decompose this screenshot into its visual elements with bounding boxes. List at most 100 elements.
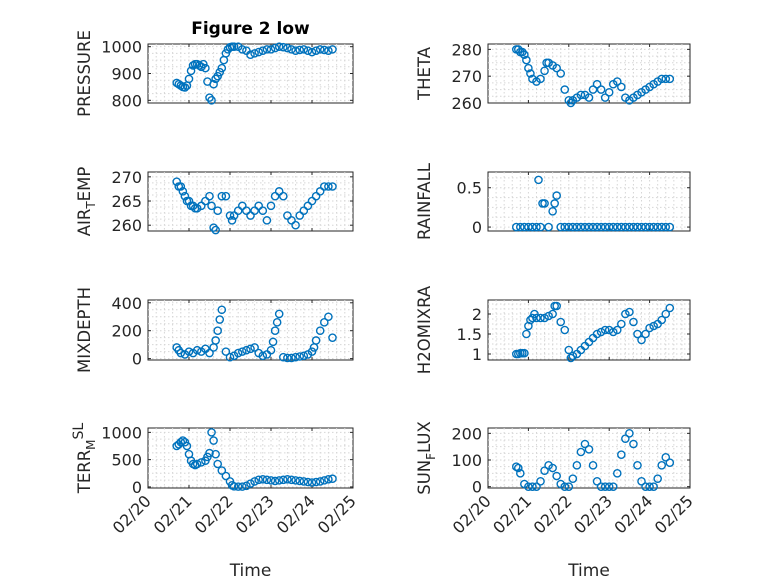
data-point <box>225 352 235 362</box>
data-point <box>215 315 225 324</box>
data-point <box>612 325 622 335</box>
data-point <box>258 474 268 484</box>
data-point <box>645 482 654 491</box>
data-point <box>608 222 618 232</box>
data-point <box>625 429 634 438</box>
axes-box <box>487 43 691 104</box>
data-point <box>556 69 566 78</box>
data-point <box>324 182 333 191</box>
x-tick-label: 02/22 <box>530 491 576 537</box>
y-tick-label: 270 <box>111 168 142 187</box>
data-point <box>536 222 545 232</box>
x-tick-label: 02/20 <box>109 491 155 537</box>
data-point <box>516 469 525 478</box>
y-tick-label: 100 <box>451 451 482 470</box>
data-point <box>178 187 188 196</box>
data-point <box>540 466 549 475</box>
data-point <box>629 317 638 327</box>
data-point <box>315 477 325 486</box>
data-point <box>311 477 321 487</box>
data-point <box>653 474 662 483</box>
data-point <box>192 345 202 355</box>
data-point <box>657 74 667 84</box>
data-point <box>661 74 671 84</box>
y-axis-label: THETA <box>415 46 434 101</box>
data-point <box>182 441 192 451</box>
y-tick-label: 1000 <box>101 423 142 442</box>
data-point <box>209 223 218 232</box>
data-point <box>568 351 578 361</box>
subplot-pressure: 800 900 1000 PRESSURE Figure 2 low <box>75 19 354 117</box>
data-point <box>520 348 529 358</box>
data-point <box>572 222 582 232</box>
data-point <box>524 63 533 73</box>
data-point <box>568 474 578 483</box>
data-point <box>213 71 222 81</box>
subplot-h2omixra: 11.52 H2OMIXRA <box>415 285 691 374</box>
data-point <box>621 222 630 232</box>
data-point <box>295 476 305 486</box>
data-point <box>524 482 533 491</box>
data-point <box>196 458 206 467</box>
data-point <box>229 42 239 51</box>
data-point <box>262 45 272 54</box>
data-point <box>258 206 268 215</box>
data-point <box>511 222 521 232</box>
data-point <box>246 50 255 60</box>
data-point <box>621 309 630 319</box>
x-axis-label: Time <box>567 561 610 581</box>
data-point <box>552 471 561 481</box>
data-point <box>324 46 333 56</box>
data-point <box>233 348 243 358</box>
y-axis-label: MIXDEPTH <box>75 287 94 373</box>
y-tick-label: 0 <box>132 350 142 369</box>
data-point <box>596 222 606 232</box>
data-point <box>637 477 646 486</box>
x-tick-label: 02/25 <box>651 491 697 537</box>
data-point <box>278 191 288 201</box>
data-point <box>633 461 642 470</box>
data-point <box>319 476 329 485</box>
data-point <box>287 475 296 485</box>
data-point <box>550 199 559 208</box>
data-point <box>625 222 634 232</box>
data-point <box>665 74 675 84</box>
data-point <box>291 352 300 362</box>
data-point <box>592 79 602 89</box>
data-point <box>246 479 255 488</box>
data-point <box>217 63 227 73</box>
data-point <box>511 462 521 471</box>
data-point <box>633 222 642 232</box>
data-point <box>242 345 251 355</box>
data-point <box>278 475 288 485</box>
y-tick-label: 1000 <box>101 38 142 57</box>
data-point <box>514 463 523 473</box>
data-point <box>576 222 586 232</box>
data-point <box>307 347 317 356</box>
data-point <box>600 93 610 102</box>
x-tick-label: 02/25 <box>314 491 360 537</box>
data-point <box>254 47 264 57</box>
data-point <box>612 222 622 232</box>
data-point <box>600 325 610 335</box>
data-point <box>328 474 337 484</box>
data-point <box>246 344 255 354</box>
data-point <box>600 222 610 232</box>
data-point <box>227 216 237 225</box>
data-point <box>596 482 606 491</box>
y-tick-label: 200 <box>111 322 142 341</box>
data-point <box>522 55 531 65</box>
data-point <box>250 343 259 352</box>
y-tick-label: 0 <box>472 218 482 237</box>
data-point <box>184 347 194 356</box>
y-axis-label: AIRTEMP <box>75 167 98 237</box>
data-point <box>560 85 570 94</box>
axes-box <box>487 427 691 489</box>
data-point <box>211 225 220 235</box>
data-point <box>268 337 278 347</box>
data-point <box>237 347 247 356</box>
data-point <box>303 477 313 487</box>
data-point <box>661 453 671 462</box>
y-tick-label: 260 <box>451 94 482 113</box>
data-point <box>576 90 586 100</box>
